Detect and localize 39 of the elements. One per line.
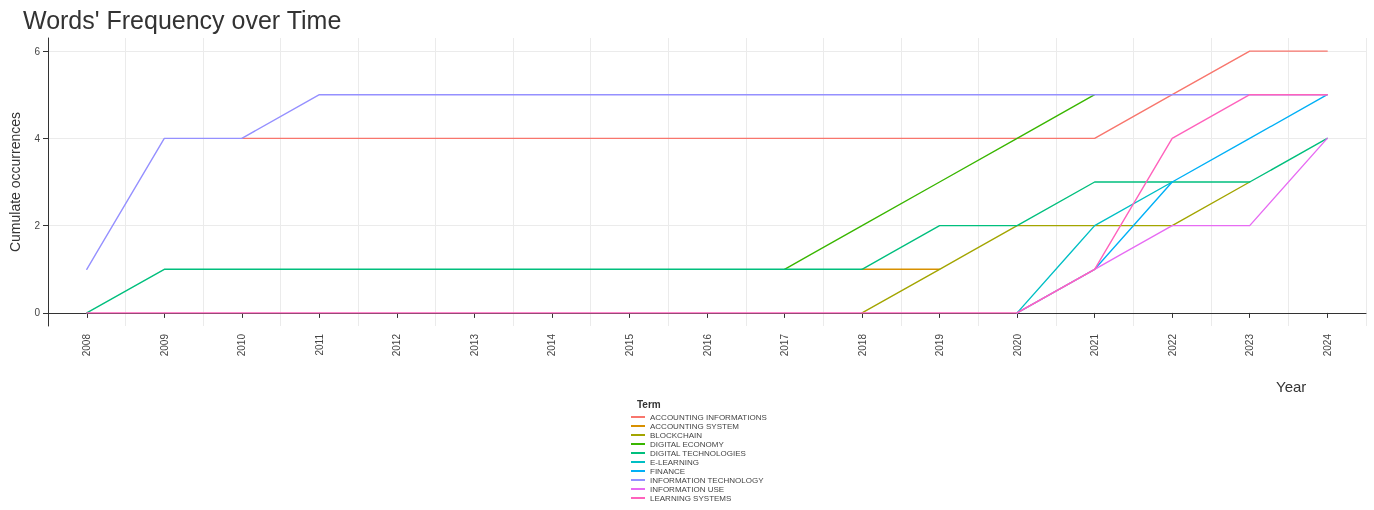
legend-label: LEARNING SYSTEMS xyxy=(650,493,732,503)
line-series xyxy=(86,137,1328,314)
legend-label: FINANCE xyxy=(650,466,686,476)
x-tick-label: 2017 xyxy=(779,333,791,357)
y-tick-label: 4 xyxy=(34,132,41,144)
x-tick-label: 2010 xyxy=(236,333,248,357)
x-tick-label: 2008 xyxy=(81,333,93,357)
legend-label: E-LEARNING xyxy=(650,457,699,467)
x-tick-label: 2022 xyxy=(1166,333,1178,357)
x-tick-label: 2021 xyxy=(1089,333,1101,357)
line-series xyxy=(861,181,1251,314)
y-tick-label: 6 xyxy=(34,45,41,57)
x-tick-label: 2024 xyxy=(1321,333,1333,357)
line-series xyxy=(783,94,1096,270)
x-tick-label: 2018 xyxy=(856,333,868,357)
x-tick-label: 2009 xyxy=(158,333,170,357)
legend-label: ACCOUNTING SYSTEM xyxy=(650,421,740,431)
x-tick-label: 2016 xyxy=(701,333,713,357)
x-tick-label: 2012 xyxy=(391,333,403,357)
chart-title: Words' Frequency over Time xyxy=(23,5,342,34)
legend-label: INFORMATION USE xyxy=(650,484,725,494)
x-tick-label: 2019 xyxy=(934,333,946,357)
x-tick-label: 2013 xyxy=(468,333,480,357)
legend-label: DIGITAL TECHNOLOGIES xyxy=(650,448,746,458)
legend-label: DIGITAL ECONOMY xyxy=(650,439,725,449)
legend-label: ACCOUNTING INFORMATIONS xyxy=(650,412,767,422)
x-tick-label: 2020 xyxy=(1011,333,1023,357)
x-tick-label: 2011 xyxy=(313,333,325,356)
y-axis-title: Cumulate occurrences xyxy=(7,111,23,253)
line-series xyxy=(86,94,1328,314)
x-axis-title: Year xyxy=(1276,377,1307,395)
legend-label: BLOCKCHAIN xyxy=(650,430,703,440)
x-tick-label: 2014 xyxy=(546,333,558,357)
x-tick-label: 2015 xyxy=(623,333,635,357)
x-tick-label: 2023 xyxy=(1244,333,1256,357)
y-tick-label: 0 xyxy=(34,307,41,319)
legend-label: INFORMATION TECHNOLOGY xyxy=(650,475,765,485)
y-tick-label: 2 xyxy=(34,220,41,232)
legend-title: Term xyxy=(637,398,661,410)
